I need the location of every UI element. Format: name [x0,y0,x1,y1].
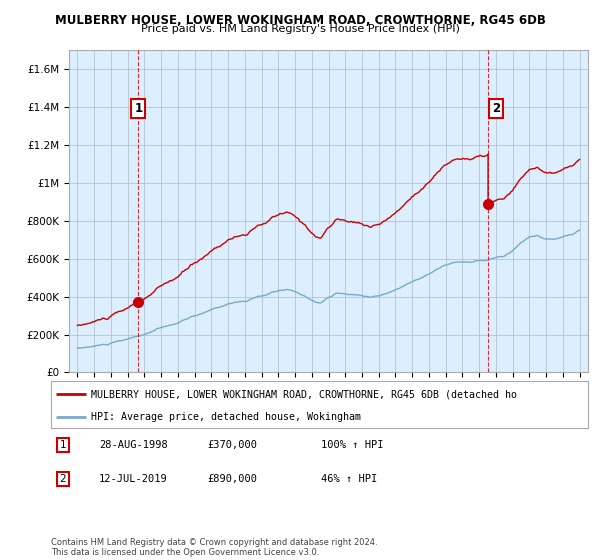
Text: £370,000: £370,000 [207,440,257,450]
Text: 1: 1 [59,440,67,450]
Text: Price paid vs. HM Land Registry's House Price Index (HPI): Price paid vs. HM Land Registry's House … [140,24,460,34]
Text: 2: 2 [59,474,67,484]
Text: MULBERRY HOUSE, LOWER WOKINGHAM ROAD, CROWTHORNE, RG45 6DB (detached ho: MULBERRY HOUSE, LOWER WOKINGHAM ROAD, CR… [91,389,517,399]
Text: Contains HM Land Registry data © Crown copyright and database right 2024.
This d: Contains HM Land Registry data © Crown c… [51,538,377,557]
Text: 2: 2 [493,102,500,115]
Text: 100% ↑ HPI: 100% ↑ HPI [321,440,383,450]
Text: 46% ↑ HPI: 46% ↑ HPI [321,474,377,484]
Text: 1: 1 [134,102,143,115]
Text: MULBERRY HOUSE, LOWER WOKINGHAM ROAD, CROWTHORNE, RG45 6DB: MULBERRY HOUSE, LOWER WOKINGHAM ROAD, CR… [55,14,545,27]
Text: HPI: Average price, detached house, Wokingham: HPI: Average price, detached house, Woki… [91,412,361,422]
Text: 28-AUG-1998: 28-AUG-1998 [99,440,168,450]
Text: 12-JUL-2019: 12-JUL-2019 [99,474,168,484]
Text: £890,000: £890,000 [207,474,257,484]
